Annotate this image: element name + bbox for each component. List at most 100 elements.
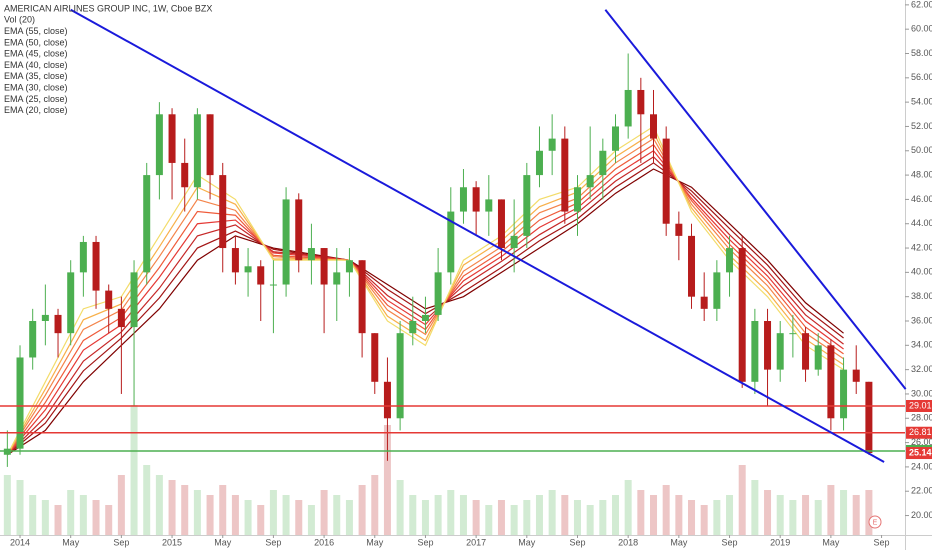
candle-body [650,114,658,139]
volume-bar [282,495,290,535]
candle-body [168,114,176,163]
x-tick-label: 2018 [618,537,638,547]
candle-body [371,333,379,382]
volume-bar [320,490,328,535]
volume-bar [497,500,505,535]
candle-body [79,241,87,273]
volume-bar [231,495,239,535]
candle-body [726,248,734,273]
x-tick-label: Sep [417,537,433,547]
candle-body [117,308,125,328]
volume-bar [700,505,708,535]
candle-body [852,369,860,382]
legend-entry: EMA (40, close) [4,60,68,70]
y-tick-label: 48.00 [911,169,932,179]
y-tick-label: 50.00 [911,145,932,155]
candle-body [92,241,100,291]
candle-body [611,126,619,151]
candle-body [181,162,189,188]
y-tick-label: 24.00 [911,461,932,471]
candle-layer [3,53,873,467]
volume-bar [738,465,746,535]
candle-body [143,175,151,273]
volume-bar [650,495,658,535]
volume-bar [193,490,201,535]
volume-bar [751,480,759,535]
volume-layer [3,405,873,535]
y-tick-label: 36.00 [911,315,932,325]
volume-bar [117,475,125,535]
legend-entry: EMA (25, close) [4,94,68,104]
candle-body [105,290,113,309]
candle-body [231,248,239,273]
volume-bar [257,505,265,535]
x-tick-label: Sep [874,537,890,547]
volume-bar [295,500,303,535]
volume-bar [624,480,632,535]
candle-body [561,138,569,212]
y-tick-label: 44.00 [911,218,932,228]
candle-body [472,187,480,212]
axes: 20.00 22.00 24.00 26.00 28.00 30.00 32.00 34.00… [10,0,932,547]
volume-bar [573,500,581,535]
candle-body [257,266,265,285]
y-tick-label: 52.00 [911,121,932,131]
y-tick-label: 34.00 [911,340,932,350]
volume-bar [548,490,556,535]
x-tick-label: May [518,537,536,547]
volume-bar [421,500,429,535]
trendline [604,9,907,390]
candle-body [130,272,138,328]
y-tick-label: 58.00 [911,48,932,58]
candle-body [307,248,315,261]
x-tick-label: May [822,537,840,547]
candle-body [155,114,163,176]
candle-body [599,150,607,176]
candle-body [447,211,455,273]
volume-bar [92,500,100,535]
volume-bar [611,495,619,535]
volume-bar [472,500,480,535]
y-tick-label: 56.00 [911,72,932,82]
candle-body [421,314,429,321]
candle-body [586,175,594,188]
legend-entry: EMA (20, close) [4,105,68,115]
candle-body [409,321,417,334]
candle-body [865,381,873,454]
volume-bar [67,490,75,535]
volume-bar [219,485,227,535]
volume-bar [485,505,493,535]
level-label: 26.81 [909,427,932,437]
candle-body [206,114,214,176]
y-tick-label: 62.00 [911,0,932,9]
candle-body [41,314,49,321]
volume-bar [726,495,734,535]
volume-bar [776,495,784,535]
volume-bar [713,500,721,535]
legend-entry: EMA (45, close) [4,49,68,59]
x-tick-label: May [62,537,80,547]
volume-bar [396,480,404,535]
candle-body [738,248,746,382]
volume-bar [105,505,113,535]
candle-body [193,114,201,188]
volume-bar [181,485,189,535]
volume-bar [345,500,353,535]
candle-body [535,150,543,176]
x-tick-label: Sep [113,537,129,547]
candle-body [548,138,556,151]
volume-bar [764,490,772,535]
volume-bar [168,480,176,535]
x-tick-label: May [366,537,384,547]
x-tick-label: 2017 [466,537,486,547]
volume-bar [143,465,151,535]
y-tick-label: 32.00 [911,364,932,374]
y-tick-label: 54.00 [911,97,932,107]
volume-bar [561,495,569,535]
candle-body [320,248,328,285]
volume-bar [3,475,11,535]
candle-body [485,199,493,212]
candle-body [16,357,24,449]
candle-body [497,199,505,249]
volume-bar [130,405,138,535]
